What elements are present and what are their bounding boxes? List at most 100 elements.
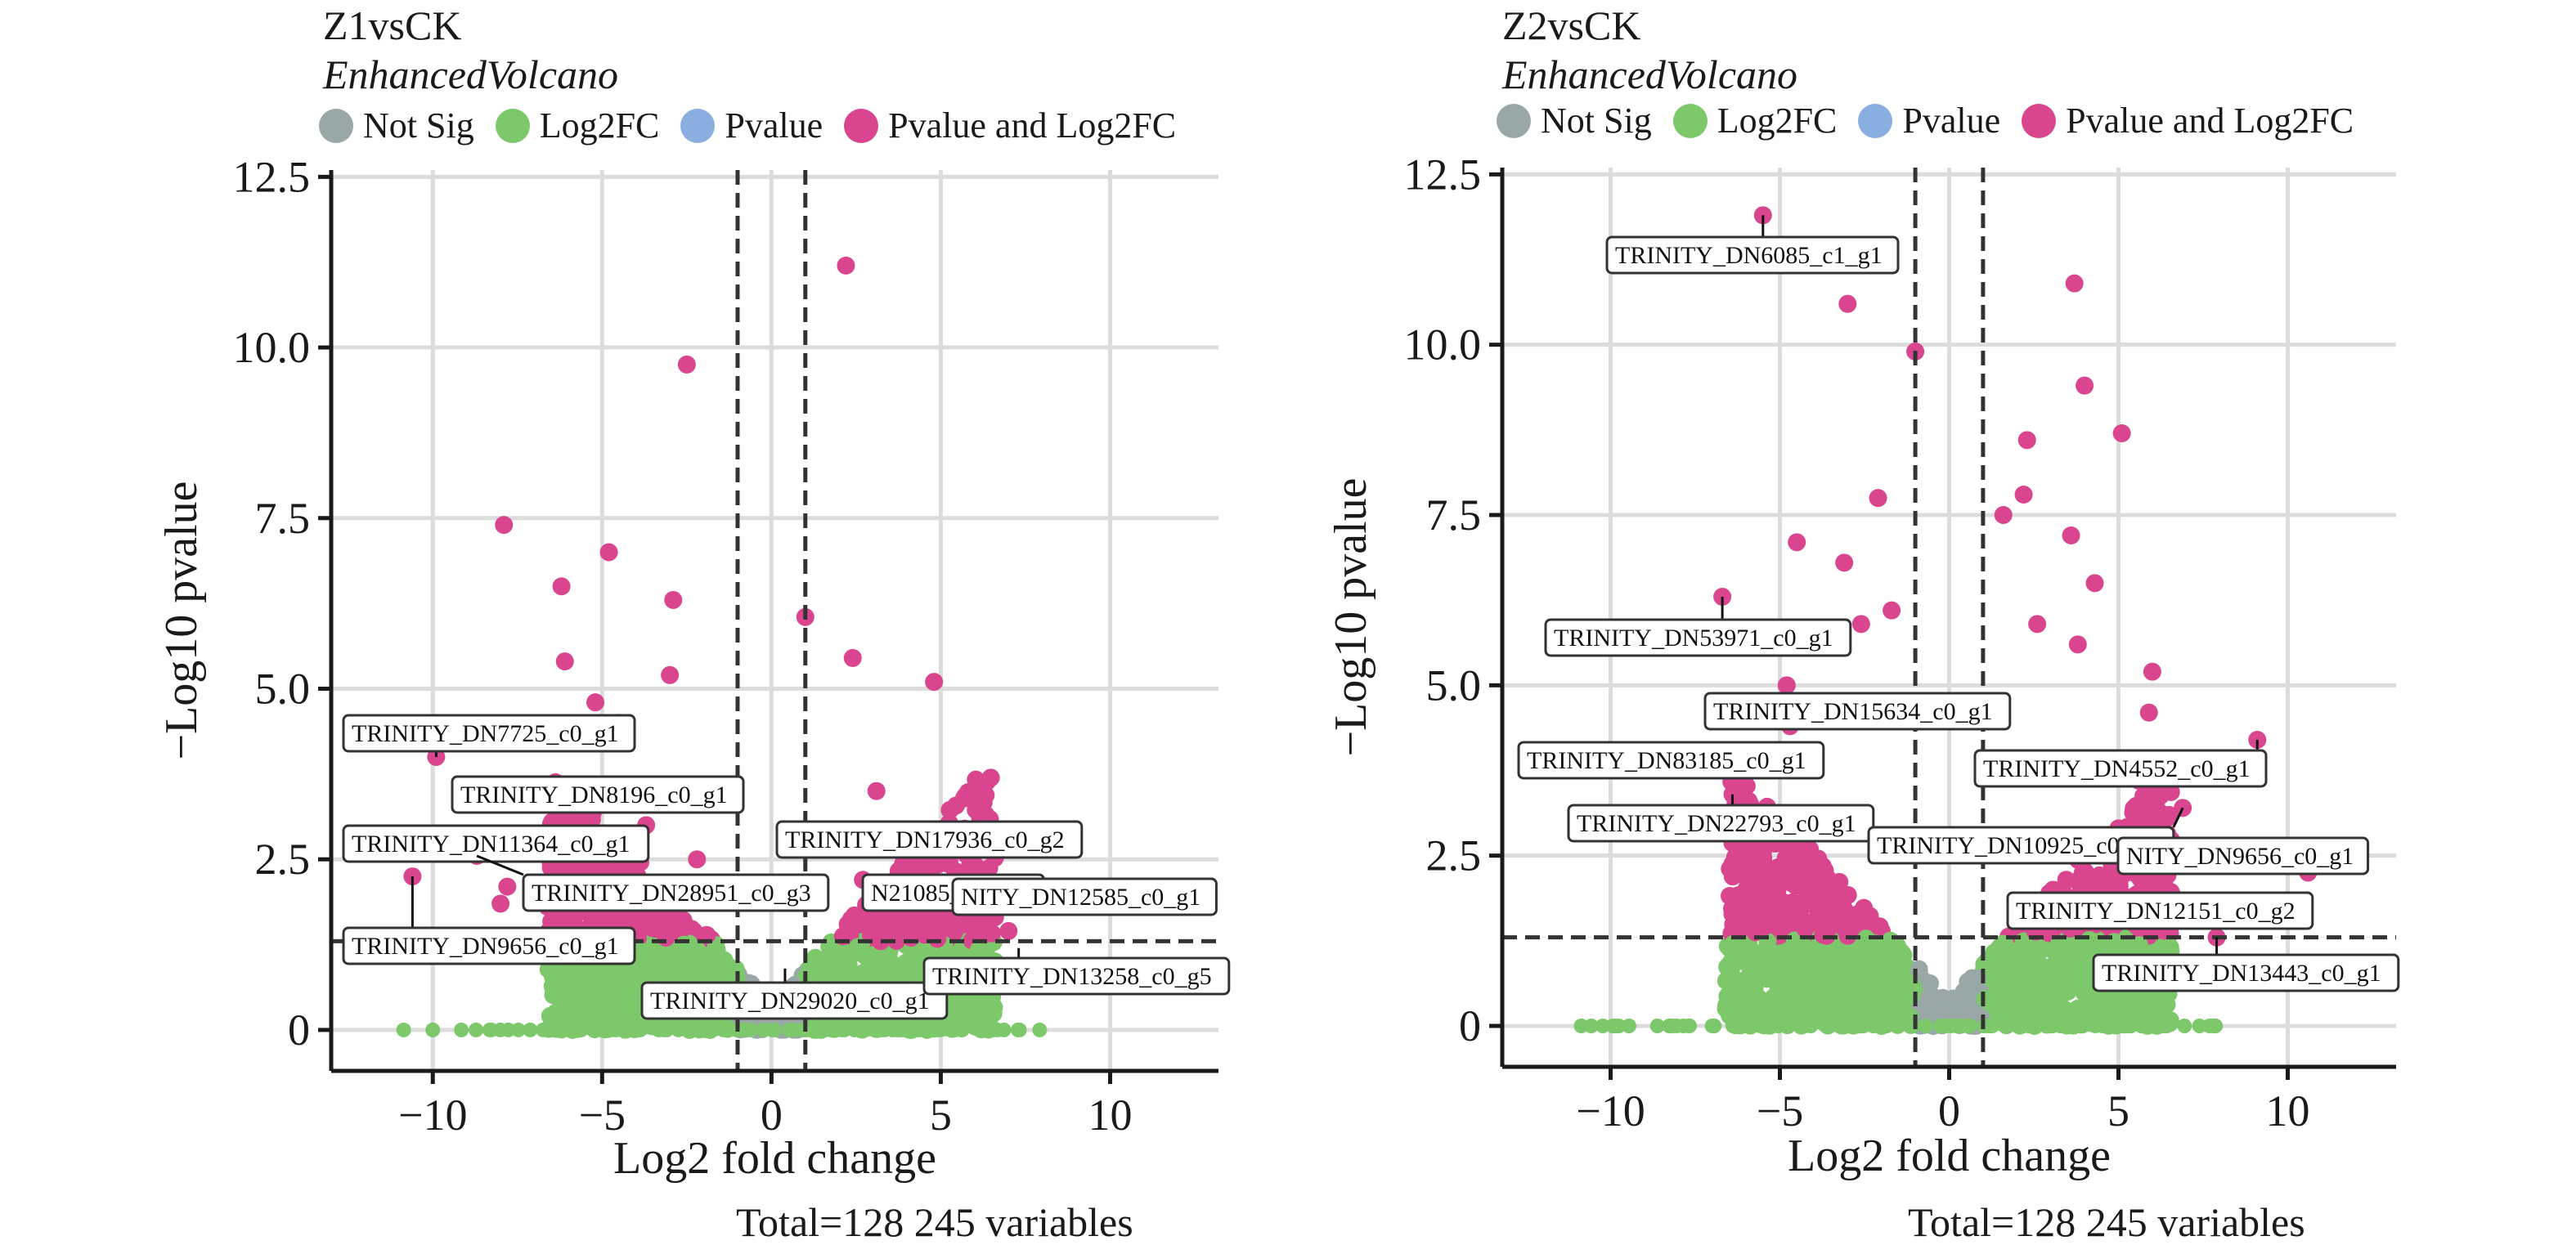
data-point	[1750, 901, 1769, 920]
background-point	[613, 980, 631, 999]
gene-label-text: TRINITY_DN28951_c0_g3	[532, 880, 811, 907]
baseline-point	[1704, 1019, 1720, 1033]
data-point	[677, 355, 696, 374]
data-point	[599, 543, 618, 562]
baseline-point	[954, 1022, 970, 1037]
data-point	[661, 665, 680, 684]
x-tick-label: 0	[1938, 1086, 1960, 1135]
label-connector	[2172, 807, 2184, 828]
baseline-point	[2076, 1019, 2091, 1033]
background-point	[946, 796, 965, 815]
baseline-point	[2095, 1019, 2111, 1033]
baseline-point	[1611, 1019, 1627, 1033]
data-point	[498, 877, 517, 896]
baseline-point	[2159, 1019, 2174, 1033]
x-axis-title: Log2 fold change	[1788, 1131, 2111, 1181]
baseline-point	[2044, 1019, 2060, 1033]
baseline-point	[540, 1022, 555, 1037]
baseline-point	[1744, 1019, 1759, 1033]
legend-label: Log2FC	[539, 105, 660, 146]
background-point	[606, 908, 625, 927]
gene-label-text: TRINITY_DN22793_c0_g1	[1577, 810, 1856, 837]
baseline-point	[1725, 1019, 1740, 1033]
background-point	[2093, 999, 2112, 1018]
y-tick-label: 0	[288, 1005, 310, 1055]
gene-label-box	[775, 820, 1084, 859]
x-tick-label: 0	[761, 1091, 783, 1140]
data-point	[837, 256, 855, 275]
background-point	[1724, 934, 1743, 953]
background-point	[928, 929, 947, 948]
chart-caption: Total=128 245 variables	[736, 1199, 1133, 1245]
background-point	[671, 951, 690, 970]
background-point	[659, 912, 678, 931]
background-point	[1855, 898, 1874, 917]
background-point	[2046, 964, 2065, 983]
baseline-point	[870, 1022, 886, 1037]
background-point	[974, 793, 993, 812]
data-point	[1883, 601, 1901, 620]
baseline-point	[657, 1022, 672, 1037]
data-point	[1835, 553, 1854, 572]
background-point	[1976, 990, 1995, 1009]
baseline-point	[1998, 1019, 2013, 1033]
legend-label: Log2FC	[1717, 101, 1838, 141]
y-tick-label: 5.0	[255, 664, 311, 713]
chart-caption: Total=128 245 variables	[1908, 1199, 2305, 1245]
background-point	[637, 916, 656, 934]
legend-label: Pvalue and Log2FC	[888, 105, 1177, 146]
background-point	[1737, 880, 1756, 898]
gene-labels: TRINITY_DN7725_c0_g1 TRINITY_DN8196_c0_g1…	[342, 714, 1231, 1020]
background-point	[1834, 1016, 1853, 1035]
background-point	[2049, 983, 2067, 1002]
background-point	[2049, 935, 2068, 954]
background-point	[1717, 996, 1735, 1015]
baseline-point	[817, 1022, 832, 1037]
background-point	[1856, 929, 1875, 948]
background-point	[1811, 996, 1829, 1015]
gene-label-box	[640, 981, 949, 1020]
background-point	[920, 855, 939, 874]
background-point	[965, 998, 984, 1017]
baseline-point	[2123, 1019, 2138, 1033]
background-point	[959, 785, 978, 804]
legend-swatch-pvalue	[680, 108, 716, 143]
background-point	[2066, 942, 2085, 961]
gene-label-box	[1544, 618, 1852, 657]
background-point	[1747, 867, 1766, 886]
legend-item-log2fc: Log2FC	[495, 105, 660, 146]
y-tick-label: 5.0	[1426, 661, 1482, 710]
background-point	[564, 968, 583, 987]
gene-label-text: TRINITY_DN13258_c0_g5	[932, 963, 1212, 990]
background-point	[1836, 961, 1855, 980]
background-point	[1819, 905, 1838, 924]
background-point	[580, 992, 599, 1011]
legend-label: Not Sig	[1541, 101, 1652, 141]
data-point	[491, 894, 510, 913]
data-point	[2017, 431, 2036, 450]
label-connector	[476, 854, 524, 876]
background-point	[2151, 938, 2170, 957]
chart-legend: Not Sig Log2FC Pvalue Pvalue and Log2FC	[1497, 100, 2375, 141]
background-point	[1730, 952, 1749, 970]
legend-label: Pvalue	[1902, 101, 2001, 141]
baseline-point	[596, 1022, 612, 1037]
legend-item-not-sig: Not Sig	[319, 105, 474, 146]
data-point	[2076, 376, 2094, 395]
x-tick-label: 5	[930, 1091, 952, 1140]
baseline-point	[1820, 1019, 1836, 1033]
background-point	[1950, 1000, 1969, 1019]
data-point	[2065, 274, 2084, 293]
background-point	[595, 1006, 614, 1025]
baseline-point	[911, 1022, 927, 1037]
x-tick-label: −10	[1576, 1086, 1645, 1135]
legend-swatch-log2fc	[495, 108, 530, 143]
legend-label: Pvalue and Log2FC	[2066, 101, 2354, 141]
gene-label-box	[2092, 953, 2400, 992]
baseline-point	[1865, 1019, 1881, 1033]
background-point	[2072, 876, 2091, 895]
chart-title: Z2vsCK	[1502, 2, 1641, 48]
chart-subtitle: EnhancedVolcano	[323, 52, 619, 97]
data-point	[552, 577, 571, 596]
background-point	[1779, 902, 1798, 920]
